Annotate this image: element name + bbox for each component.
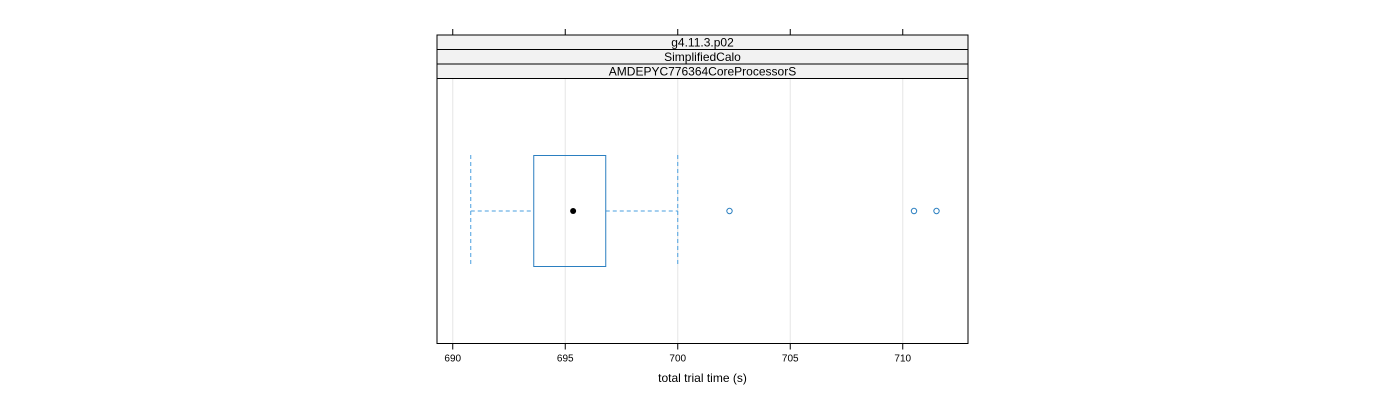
x-tick-label: 710	[894, 354, 911, 365]
outlier-point	[726, 207, 733, 215]
strip-2-label: SimplifiedCalo	[664, 50, 741, 64]
x-tick-label: 705	[782, 354, 799, 365]
x-tick-label: 700	[669, 354, 686, 365]
strip-3-label: AMDEPYC776364CoreProcessorS	[609, 65, 796, 79]
strip-1-label: g4.11.3.p02	[671, 36, 734, 50]
strip-headers: g4.11.3.p02 SimplifiedCalo AMDEPYC776364…	[436, 34, 969, 79]
x-tick-label: 695	[557, 354, 574, 365]
outlier-point	[910, 207, 918, 215]
x-tick-label: 690	[444, 354, 461, 365]
box-plot-marks	[470, 155, 940, 267]
x-axis: 690 695 700 705 710	[444, 29, 912, 365]
median-dot	[570, 208, 577, 214]
iqr-box	[533, 155, 607, 267]
panel-frame	[436, 78, 969, 344]
x-axis-title: total trial time (s)	[658, 371, 747, 385]
outlier-point	[933, 207, 940, 215]
